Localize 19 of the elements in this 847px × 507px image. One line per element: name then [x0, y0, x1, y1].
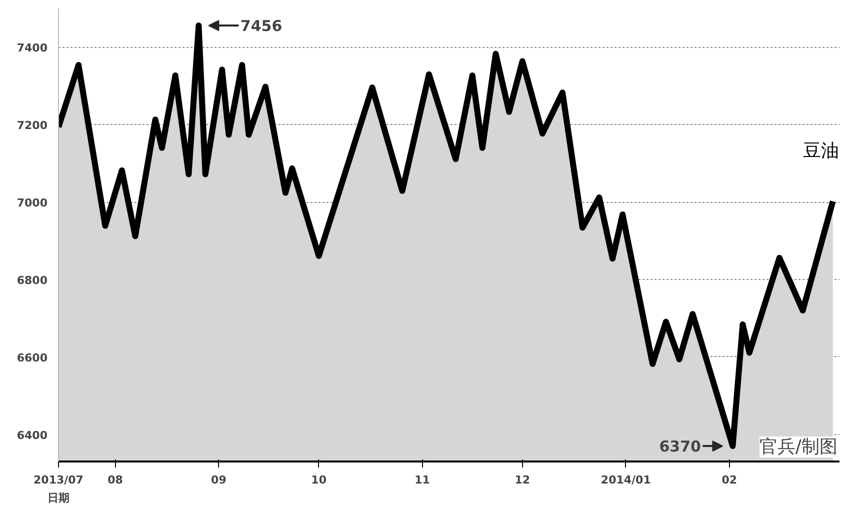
annotation: 7456 — [240, 17, 282, 36]
y-tick-label: 7000 — [16, 196, 48, 210]
y-tick-label: 6400 — [16, 428, 48, 442]
annotation: 官兵/制图 — [759, 436, 838, 458]
y-tick-label: 6800 — [16, 274, 48, 288]
x-tick-label: 02 — [722, 474, 738, 486]
x-tick-label: 09 — [211, 474, 226, 486]
x-tick-label: 2013/07 — [34, 474, 84, 486]
x-axis-title: 日期 — [48, 492, 70, 504]
x-tick-label: 08 — [108, 474, 123, 486]
annotation: 6370 — [659, 438, 701, 456]
y-tick-label: 6600 — [16, 351, 48, 364]
y-tick-label: 7400 — [16, 42, 48, 55]
y-tick-label: 7200 — [16, 119, 48, 132]
x-tick-label: 11 — [414, 474, 430, 486]
x-tick-label: 2014/01 — [600, 474, 651, 486]
x-tick-label: 10 — [311, 474, 327, 486]
x-tick-label: 12 — [514, 474, 530, 486]
text: 豆油 — [802, 140, 839, 162]
